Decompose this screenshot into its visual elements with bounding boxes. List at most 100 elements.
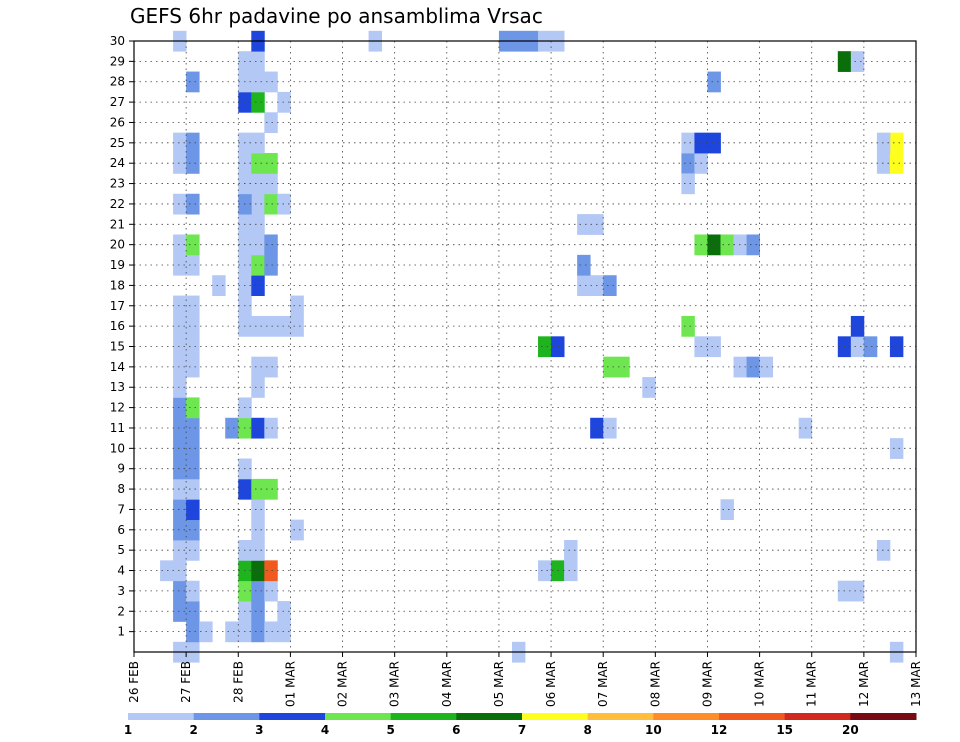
heatmap-cell (173, 397, 187, 419)
colorbar-swatch (850, 713, 917, 720)
heatmap-cell (577, 254, 591, 276)
heatmap-cell (251, 580, 265, 602)
x-tick-label: 02 MAR (336, 661, 350, 707)
heatmap-cell (186, 499, 200, 521)
y-tick-label: 28 (110, 75, 125, 89)
heatmap-cell (681, 315, 695, 337)
heatmap-cell (186, 315, 200, 337)
x-tick-label: 09 MAR (700, 661, 714, 707)
heatmap-cell (564, 539, 578, 561)
heatmap-cell (160, 560, 174, 582)
heatmap-cell (173, 499, 187, 521)
heatmap-cell (603, 356, 617, 378)
heatmap-cell (251, 51, 265, 72)
heatmap-cell (277, 193, 291, 215)
heatmap-cell (173, 336, 187, 358)
heatmap-cell (850, 580, 865, 602)
y-tick-label: 12 (110, 401, 125, 415)
heatmap-cell (264, 173, 278, 195)
heatmap-cell (889, 438, 904, 459)
heatmap-cell (186, 234, 200, 256)
heatmap-cell (186, 621, 200, 643)
y-tick-label: 8 (117, 482, 125, 496)
colorbar-swatch (456, 713, 523, 720)
heatmap-cell (277, 91, 291, 113)
y-tick-label: 7 (117, 502, 125, 516)
x-tick-label: 01 MAR (283, 661, 297, 707)
heatmap-cell (173, 580, 187, 602)
heatmap-cell (186, 580, 200, 602)
heatmap-cell (186, 539, 200, 561)
heatmap-cell (876, 153, 891, 174)
heatmap-cell (186, 336, 200, 358)
heatmap-cell (186, 397, 200, 419)
y-tick-label: 3 (117, 584, 125, 598)
heatmap-cell (290, 519, 304, 541)
heatmap-cell (264, 478, 278, 500)
x-tick-label: 11 MAR (805, 661, 819, 707)
heatmap-cell (251, 132, 265, 154)
heatmap-cell (225, 621, 239, 643)
colorbar-label: 1 (124, 723, 132, 737)
y-tick-label: 1 (117, 625, 125, 639)
y-tick-label: 13 (110, 380, 125, 394)
heatmap-cell (603, 275, 617, 296)
x-tick-label: 12 MAR (857, 661, 871, 707)
heatmap-cell (264, 315, 278, 337)
heatmap-cell (186, 356, 200, 378)
x-tick-label: 08 MAR (648, 661, 662, 707)
heatmap-cell (251, 539, 265, 561)
heatmap-cell (707, 71, 721, 93)
colorbar-label: 15 (776, 723, 793, 737)
colorbar-label: 8 (583, 723, 591, 737)
heatmap-cell (173, 315, 187, 337)
heatmap-cell (264, 356, 278, 378)
heatmap-cell (264, 580, 278, 602)
heatmap-cell (850, 51, 865, 72)
heatmap-cell (173, 377, 187, 398)
x-tick-label: 07 MAR (596, 661, 610, 707)
colorbar-swatch (259, 713, 326, 720)
heatmap-cell (186, 519, 200, 541)
heatmap-cell (173, 519, 187, 541)
colorbar-swatch (193, 713, 260, 720)
colorbar-swatch (522, 713, 589, 720)
heatmap-cell (577, 214, 591, 235)
heatmap-cell (538, 336, 552, 358)
y-tick-label: 15 (110, 340, 125, 354)
heatmap-cell (707, 336, 721, 358)
heatmap-cell (277, 315, 291, 337)
y-tick-label: 10 (110, 441, 125, 455)
colorbar-label: 6 (452, 723, 460, 737)
colorbar-legend: 1 2 3 4 5 6 7 8 10 12 15 20 (124, 713, 917, 737)
heatmap-cell (251, 173, 265, 195)
y-tick-label: 11 (110, 421, 125, 435)
y-tick-label: 4 (117, 564, 125, 578)
heatmap-cell (173, 153, 187, 174)
colorbar-swatch (390, 713, 457, 720)
heatmap-cell (173, 601, 187, 622)
colorbar-label: 10 (645, 723, 662, 737)
heatmap-cell (264, 234, 278, 256)
heatmap-cell (681, 153, 695, 174)
colorbar-label: 7 (518, 723, 526, 737)
heatmap-cell (746, 356, 760, 378)
heatmap-cell (186, 438, 200, 459)
heatmap-cell (616, 356, 630, 378)
heatmap-cell (290, 315, 304, 337)
heatmap-cell (251, 417, 265, 439)
heatmap-cell (889, 336, 904, 358)
heatmap-cell (264, 71, 278, 93)
y-tick-label: 22 (110, 197, 125, 211)
heatmap-cell (186, 295, 200, 317)
colorbar-label: 20 (842, 723, 859, 737)
colorbar-label: 12 (711, 723, 728, 737)
heatmap-cell (251, 254, 265, 276)
x-tick-label: 27 FEB (179, 661, 193, 703)
grid-lines (134, 40, 916, 652)
heatmap-cell (251, 214, 265, 235)
heatmap-cell (251, 153, 265, 174)
heatmap-cell (277, 621, 291, 643)
heatmap-cell (251, 275, 265, 296)
